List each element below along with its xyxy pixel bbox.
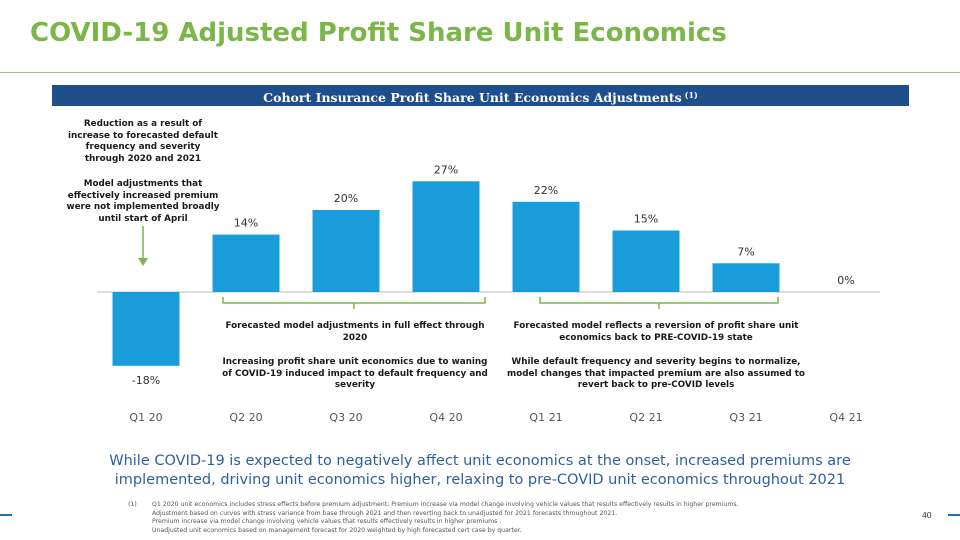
bar-q4-20 xyxy=(412,181,480,292)
note-line: Increasing profit share unit economics d… xyxy=(222,357,488,367)
chart-banner: Cohort Insurance Profit Share Unit Econo… xyxy=(52,85,909,106)
note-line: through 2020 and 2021 xyxy=(84,153,202,164)
note-line: severity xyxy=(334,380,376,390)
footnote-line: Q1 2020 unit economics includes stress e… xyxy=(152,501,739,508)
x-tick-label: Q1 21 xyxy=(529,411,562,424)
bracket-2020 xyxy=(222,297,486,309)
x-tick-label: Q4 21 xyxy=(829,411,862,424)
pointer-arrow-head xyxy=(138,258,148,266)
data-label: 14% xyxy=(234,217,258,230)
x-tick-label: Q2 20 xyxy=(229,411,262,424)
note-line: effectively increased premium xyxy=(67,190,219,201)
note-line: were not implemented broadly xyxy=(66,202,220,212)
summary-text: While COVID-19 is expected to negatively… xyxy=(100,452,860,490)
footnote: (1) Q1 2020 unit economics includes stre… xyxy=(128,501,872,535)
annotation-left-bottom: Model adjustments that effectively incre… xyxy=(52,179,234,225)
annotation-right-top: Forecasted model reflects a reversion of… xyxy=(500,321,812,344)
x-tick-label: Q3 20 xyxy=(329,411,362,424)
note-line: economics back to PRE-COVID-19 state xyxy=(559,332,753,343)
summary-line: implemented, driving unit economics high… xyxy=(114,472,846,488)
right-edge-mark xyxy=(948,514,960,516)
x-tick-label: Q3 21 xyxy=(729,411,762,424)
footnote-line: Premium increase via model change involv… xyxy=(152,518,502,526)
left-edge-mark xyxy=(0,514,12,516)
note-line: frequency and severity xyxy=(85,142,201,152)
note-line: Forecasted model adjustments in full eff… xyxy=(225,321,485,331)
bar-q1-21 xyxy=(512,201,580,292)
footnote-line: Adjustment based on curves with stress v… xyxy=(152,509,618,517)
bracket-2021 xyxy=(539,297,779,309)
note-line: of COVID-19 induced impact to default fr… xyxy=(222,368,488,379)
annotation-marks xyxy=(138,226,779,309)
annotation-middle-bottom: Increasing profit share unit economics d… xyxy=(210,357,500,392)
data-label: 27% xyxy=(434,163,458,176)
annotation-right-bottom: While default frequency and severity beg… xyxy=(500,357,812,392)
page-title: COVID-19 Adjusted Profit Share Unit Econ… xyxy=(30,18,727,48)
note-line: Reduction as a result of xyxy=(83,119,203,129)
data-label: 7% xyxy=(737,245,754,258)
data-label: -18% xyxy=(132,374,160,387)
x-tick-label: Q4 20 xyxy=(429,411,462,424)
bar-q3-20 xyxy=(312,210,380,292)
note-line: While default frequency and severity beg… xyxy=(511,357,801,367)
bar-q2-21 xyxy=(612,230,680,292)
data-label: 22% xyxy=(534,184,558,197)
x-tick-label: Q2 21 xyxy=(629,411,662,424)
note-line: model changes that impacted premium are … xyxy=(507,368,805,379)
data-label: 20% xyxy=(334,192,358,205)
annotation-left-top: Reduction as a result of increase to for… xyxy=(52,119,234,165)
bar-q2-20 xyxy=(212,234,280,292)
title-divider xyxy=(0,72,960,73)
bar-q1-20 xyxy=(112,292,180,366)
data-label: 0% xyxy=(837,274,854,287)
footnote-mark: (1) xyxy=(128,501,137,508)
data-label: 15% xyxy=(634,213,658,226)
banner-text: Cohort Insurance Profit Share Unit Econo… xyxy=(263,90,682,105)
x-tick-label: Q1 20 xyxy=(129,411,162,424)
note-line: Forecasted model reflects a reversion of… xyxy=(513,321,799,331)
annotation-middle-top: Forecasted model adjustments in full eff… xyxy=(210,321,500,344)
note-line: increase to forecasted default xyxy=(68,130,218,141)
footnote-line: Unadjusted unit economics based on manag… xyxy=(152,526,522,534)
note-line: Model adjustments that xyxy=(83,179,203,189)
summary-line: While COVID-19 is expected to negatively… xyxy=(109,453,851,469)
page-number: 40 xyxy=(922,510,932,520)
note-line: revert back to pre-COVID levels xyxy=(577,380,735,390)
banner-footnote-ref: (1) xyxy=(684,90,698,100)
note-line: until start of April xyxy=(98,213,188,224)
note-line: 2020 xyxy=(342,332,368,343)
bars-layer: -18% Q1 20 14% Q2 20 20% Q3 20 27% Q4 20 22% Q1 2… xyxy=(97,163,880,424)
bar-q3-21 xyxy=(712,263,780,292)
